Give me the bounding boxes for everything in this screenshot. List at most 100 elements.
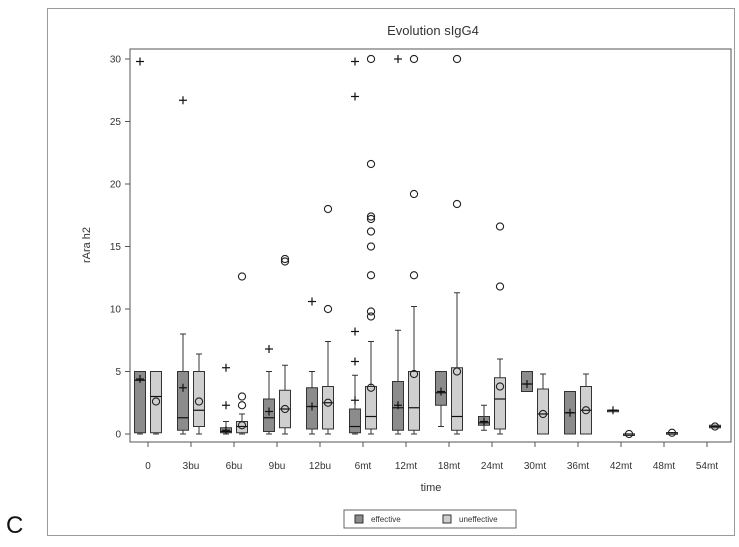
box-uneffective-18mt [451,54,463,435]
x-tick-label: 54mt [696,461,718,472]
outlier-marker [452,54,462,64]
box-effective-0 [134,57,146,435]
box-uneffective-48mt [666,428,678,437]
outlier-marker [222,363,230,372]
x-tick-label: 36mt [567,461,589,472]
x-tick-label: 3bu [183,461,200,472]
box-body [134,371,146,434]
outlier-marker [136,57,144,66]
x-tick-label: 6mt [355,461,372,472]
box-effective-12mt [392,55,404,435]
box-effective-12bu [306,297,318,435]
x-tick-label: 12mt [395,461,417,472]
mean-marker [136,375,144,383]
mean-marker [566,408,574,417]
panel-label: C [6,512,24,539]
outlier-marker [366,307,376,316]
outlier-marker [394,55,402,63]
x-tick-label: 24mt [481,461,503,472]
outlier-marker [366,54,376,64]
figure-frame [47,8,735,536]
outlier-marker [366,312,376,321]
y-tick-label: 15 [110,242,122,253]
box-uneffective-12mt [408,54,420,435]
mean-marker [409,369,419,379]
outlier-marker [237,272,247,281]
legend: effective uneffective [343,509,517,529]
mean-marker [667,428,677,437]
box-effective-6mt [349,57,361,435]
legend-swatch-uneffective [442,514,452,524]
outlier-marker [366,212,376,221]
box-body [349,408,361,434]
outlier-marker [351,92,359,101]
mean-marker [452,367,462,376]
x-tick-label: 18mt [438,461,460,472]
outlier-marker [366,227,376,236]
box-effective-18mt [435,371,447,427]
x-tick-label: 6bu [226,461,243,472]
box-uneffective-30mt [537,373,549,435]
outlier-marker [366,159,376,169]
outlier-marker [366,214,376,224]
x-tick-label: 30mt [524,461,546,472]
legend-frame [343,509,517,529]
mean-marker [480,417,488,426]
mean-marker [179,383,187,392]
mean-marker [280,404,290,414]
x-tick-label: 12bu [309,461,331,472]
x-axis-label: time [421,482,442,494]
mean-marker [194,397,204,406]
box-body [236,421,248,434]
x-tick-label: 0 [145,461,151,472]
mean-marker [581,406,591,415]
y-tick-label: 10 [110,305,122,316]
box-effective-24mt [478,404,490,431]
box-uneffective-6bu [236,272,248,435]
y-tick-label: 25 [110,117,122,128]
outlier-marker [323,304,333,314]
mean-marker [323,398,333,407]
outlier-marker [351,327,359,336]
outlier-marker [452,199,462,209]
y-tick-label: 30 [110,55,122,66]
mean-marker [538,409,548,419]
y-tick-label: 20 [110,180,122,191]
box-effective-6bu [220,363,232,435]
outlier-marker [495,282,505,291]
x-tick-label: 42mt [610,461,632,472]
outlier-marker [409,189,419,199]
outlier-marker [409,54,419,64]
mean-marker [495,382,505,391]
box-effective-30mt [521,371,533,392]
outlier-marker [366,242,376,251]
box-effective-9bu [263,345,275,435]
outlier-marker [308,297,316,306]
box-body [150,371,162,434]
box-uneffective-36mt [580,373,592,435]
box-body [537,388,549,435]
box-body [494,377,506,430]
box-body [193,371,205,427]
y-tick-label: 5 [115,367,121,378]
box-body [177,371,189,431]
box-body [322,386,334,430]
box-body [408,371,420,431]
mean-marker [351,396,359,405]
mean-marker [394,401,402,410]
outlier-marker [323,204,333,214]
box-uneffective-42mt [623,429,635,439]
legend-swatch-effective [354,514,364,524]
box-effective-3bu [177,96,189,435]
mean-marker [237,421,247,430]
mean-marker [437,387,445,396]
box-uneffective-6mt [365,54,377,435]
box-uneffective-54mt [709,422,721,431]
box-body [365,386,377,430]
outlier-marker [409,271,419,280]
mean-marker [366,383,376,392]
mean-marker [609,406,617,415]
outlier-marker [495,222,505,231]
outlier-marker [351,357,359,366]
